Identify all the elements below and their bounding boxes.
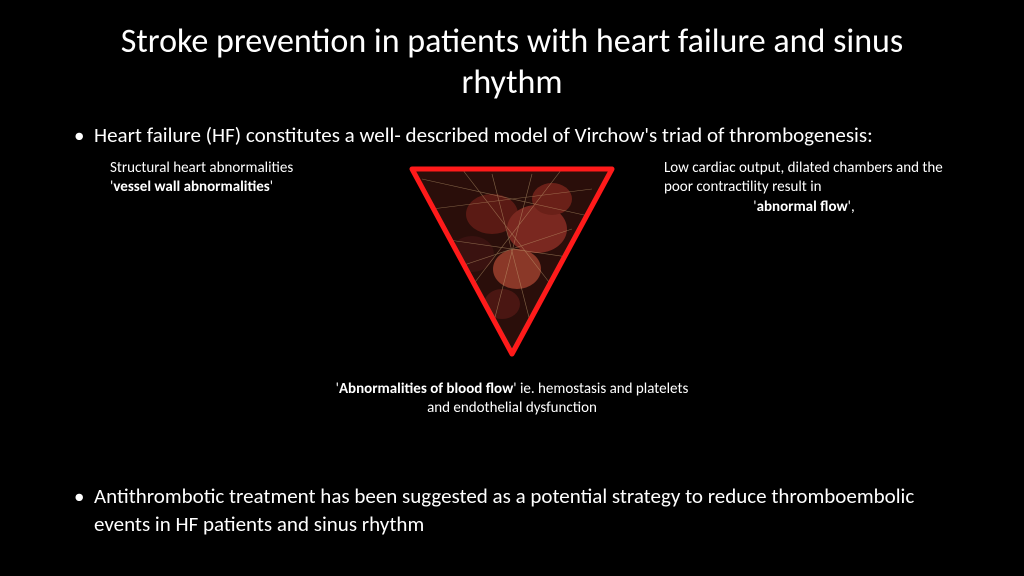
virchow-triad: Structural heart abnormalities 'vessel w… xyxy=(70,159,954,419)
quote-close-r: ', xyxy=(848,198,855,216)
triad-bottom-mid: ' ie. hemostasis and platelets xyxy=(513,380,688,398)
triad-bottom-line2: and endothelial dysfunction xyxy=(427,399,597,417)
triangle-graphic xyxy=(402,159,622,359)
triad-label-bottom: 'Abnormalities of blood flow' ie. hemost… xyxy=(302,380,722,419)
triad-right-bold: abnormal flow xyxy=(757,198,848,216)
triad-label-right: Low cardiac output, dilated chambers and… xyxy=(664,159,944,218)
triad-right-line1: Low cardiac output, dilated chambers and… xyxy=(664,159,943,197)
triad-bottom-bold: Abnormalities of blood flow xyxy=(339,380,513,398)
bullet-2: Antithrombotic treatment has been sugges… xyxy=(70,483,954,538)
bullet-1: Heart failure (HF) constitutes a well- d… xyxy=(70,122,954,149)
content-area: Heart failure (HF) constitutes a well- d… xyxy=(0,122,1024,419)
triad-label-left: Structural heart abnormalities 'vessel w… xyxy=(110,159,370,198)
triad-left-bold: vessel wall abnormalities xyxy=(113,178,269,196)
slide-title: Stroke prevention in patients with heart… xyxy=(0,0,1024,122)
triad-left-line1: Structural heart abnormalities xyxy=(110,159,293,177)
triangle-svg xyxy=(402,159,622,359)
quote-close: ' xyxy=(270,178,273,196)
